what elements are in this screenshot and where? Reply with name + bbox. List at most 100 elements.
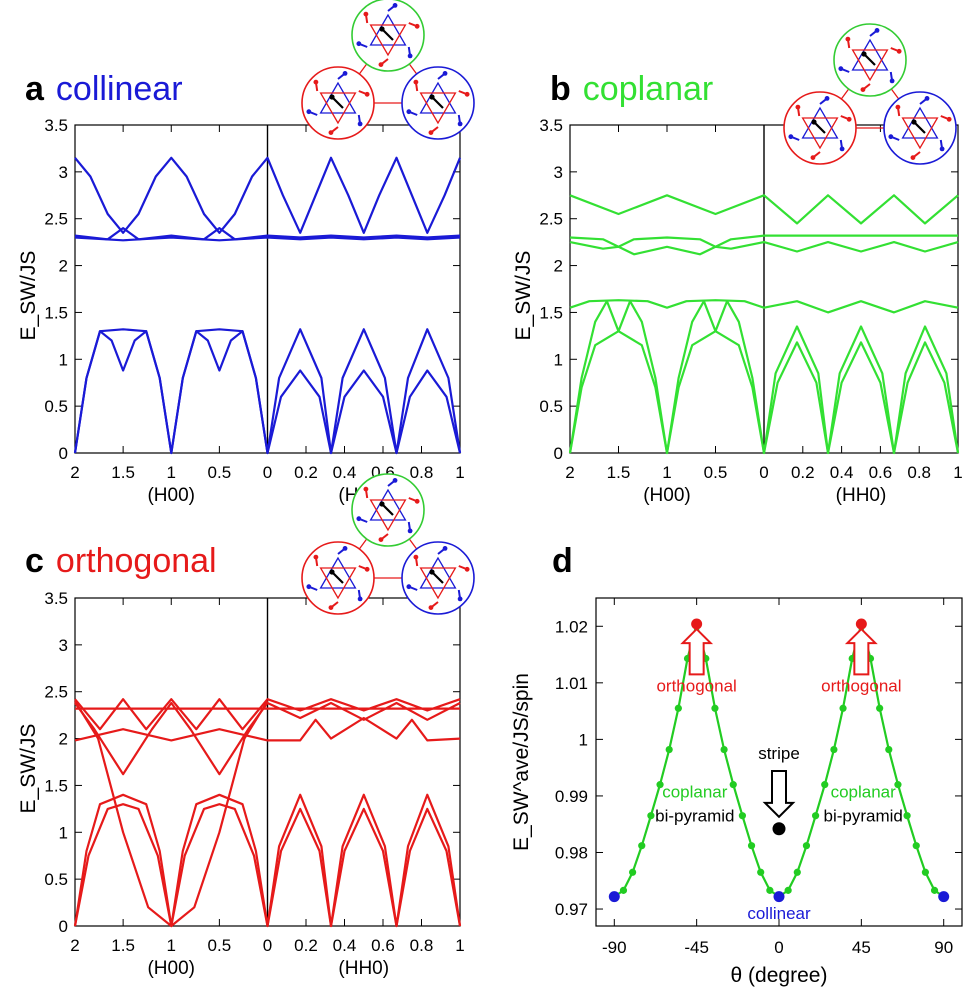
spin-arrow-head	[378, 537, 384, 542]
panel-title-text: coplanar	[583, 70, 713, 108]
inset-triangle	[369, 13, 407, 46]
center-spin-arrow	[382, 504, 394, 516]
inset-triangle	[419, 556, 457, 589]
x-tick-label: 0.2	[791, 463, 815, 482]
spin-arrow-head	[838, 66, 844, 72]
spin-arrow-head	[442, 71, 448, 76]
y-axis-label: E_SW/JS	[17, 724, 40, 814]
band-4	[569, 299, 959, 314]
spin-arrow-head	[392, 3, 398, 8]
center-spin-arrow-head	[379, 26, 385, 32]
orthogonal-arrow	[680, 627, 714, 676]
y-tick-label: 0	[59, 444, 68, 463]
center-spin-arrow	[914, 122, 926, 134]
x-tick-label: 45	[852, 938, 871, 957]
spin-arrow-head	[342, 546, 348, 551]
spin-arrow-head	[924, 96, 930, 101]
inset-triangle	[419, 92, 457, 125]
inset-triangle	[369, 499, 407, 532]
data-point	[738, 812, 747, 820]
spin-arrow-head	[357, 596, 363, 602]
center-spin-arrow	[332, 97, 344, 109]
spin-arrow-head	[364, 566, 370, 572]
x-tick-label: 0.2	[294, 463, 318, 482]
inset-triangle	[369, 488, 407, 521]
spin-structure-inset	[301, 473, 475, 615]
x-tick-label: 0	[263, 936, 272, 955]
spin-arrow-head	[413, 79, 419, 85]
data-point	[629, 868, 637, 876]
center-spin-arrow-head	[811, 119, 817, 125]
y-tick-label: 1	[554, 350, 563, 369]
y-tick-label: 1.5	[539, 303, 563, 322]
band-5	[74, 700, 269, 928]
panel-b: b coplanar 0 0.5 1 1.5 2 2.5 3 3.5 2 1.5 1 0.5 0 0.2 0.4…	[512, 23, 963, 506]
data-point	[830, 745, 838, 754]
panel-letter: d	[552, 542, 573, 580]
panel-letter: c	[25, 542, 44, 580]
x-tick-label: 1	[167, 463, 176, 482]
spin-arrow-head	[939, 146, 945, 152]
inset-triangle	[419, 567, 457, 600]
spin-arrow-head	[406, 584, 412, 590]
inset-triangle	[319, 556, 357, 589]
data-point	[619, 886, 628, 894]
highlight-point	[772, 822, 786, 836]
data-point	[674, 704, 682, 712]
y-tick-label: 1.02	[555, 617, 588, 636]
spin-arrow-head	[328, 605, 334, 610]
band-4	[74, 701, 461, 776]
y-tick-label: 1	[59, 823, 68, 842]
spin-arrow-head	[407, 528, 413, 534]
band-5	[73, 330, 462, 455]
inset-triangle	[901, 106, 939, 139]
annotation-label: coplanar	[831, 783, 897, 802]
y-tick-label: 1.5	[44, 303, 68, 322]
y-tick-label: 3	[59, 636, 68, 655]
annotation-label: coplanar	[662, 783, 728, 802]
x-tick-label: 1	[455, 463, 464, 482]
data-point	[812, 812, 820, 820]
center-spin-arrow	[432, 572, 444, 584]
inset-triangle	[801, 117, 839, 150]
data-point	[747, 842, 756, 850]
data-point	[711, 704, 719, 712]
data-point	[802, 842, 811, 850]
center-spin-arrow	[432, 97, 444, 109]
orthogonal-arrow	[844, 627, 878, 676]
panel-a: a collinear 0 0.5 1 1.5 2 2.5 3 3.5 2 1.5 1 0.5 0 0.2 0.…	[17, 0, 475, 506]
x-tick-label: 0	[759, 463, 768, 482]
data-point	[757, 868, 765, 876]
center-spin-arrow-head	[861, 51, 867, 57]
y-tick-label: 1.5	[44, 776, 68, 795]
center-spin-arrow-head	[379, 501, 385, 507]
spin-arrow-head	[328, 130, 334, 135]
inset-triangle	[419, 81, 457, 114]
highlight-point	[691, 618, 703, 630]
x-tick-label: 0.8	[410, 463, 434, 482]
spin-arrow-head	[306, 109, 312, 115]
data-point	[647, 812, 655, 820]
x-tick-label: 0.4	[333, 936, 357, 955]
center-spin-arrow	[864, 54, 876, 66]
y-tick-label: 0.99	[555, 787, 588, 806]
spin-arrow-head	[342, 71, 348, 76]
y-tick-label: 0.97	[555, 900, 588, 919]
x-tick-label: 0	[263, 463, 272, 482]
x-axis-label-left: (H00)	[643, 485, 691, 506]
x-axis-label-left: (H00)	[147, 485, 195, 506]
y-axis-label: E_SW^ave/JS/spin	[510, 673, 533, 851]
spin-arrow-head	[428, 130, 434, 135]
x-tick-label: 0.2	[294, 936, 318, 955]
panel-letter: a	[25, 70, 45, 108]
band-7	[73, 803, 462, 928]
highlight-point	[773, 891, 785, 903]
spin-structure-inset	[783, 23, 957, 165]
x-axis-label-right: (HH0)	[836, 485, 887, 506]
spin-arrow-head	[392, 478, 398, 483]
center-spin-arrow-head	[429, 94, 435, 100]
band-1	[569, 194, 959, 225]
x-tick-label: 1	[167, 936, 176, 955]
y-axis-label: E_SW/JS	[512, 251, 535, 341]
center-spin-arrow	[814, 122, 826, 134]
